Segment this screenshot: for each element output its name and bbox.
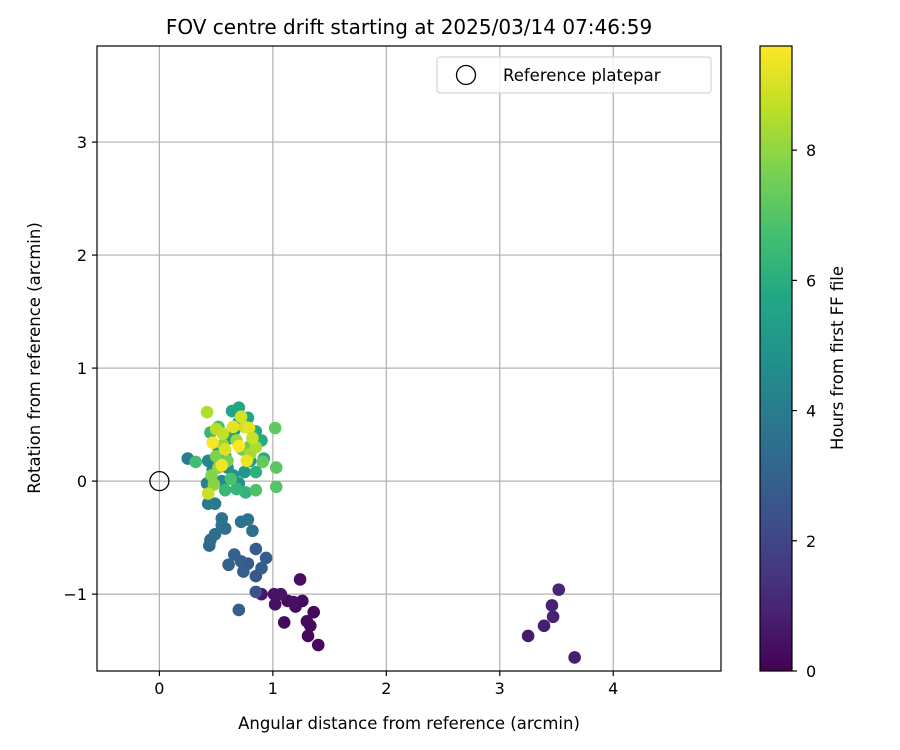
data-point: [307, 605, 320, 619]
x-tick-label: 2: [381, 679, 391, 698]
x-tick-label: 1: [268, 679, 278, 698]
data-point: [189, 455, 203, 469]
data-point: [249, 585, 263, 599]
data-point: [249, 542, 263, 556]
data-point: [269, 480, 283, 494]
data-point: [256, 455, 269, 469]
data-point: [209, 449, 223, 463]
data-point: [274, 587, 288, 601]
grid: [97, 46, 721, 671]
data-point: [249, 483, 263, 497]
data-point: [234, 410, 248, 424]
data-point: [232, 603, 246, 617]
data-point: [242, 421, 256, 435]
y-tick-label: −1: [63, 585, 87, 604]
data-point: [230, 482, 243, 496]
legend-label-reference: Reference platepar: [503, 66, 661, 85]
y-axis-label: Rotation from reference (arcmin): [25, 222, 44, 494]
colorbar-tick-label: 8: [806, 141, 816, 160]
x-axis-label: Angular distance from reference (arcmin): [238, 714, 580, 733]
data-point: [268, 421, 282, 435]
y-tick-label: 0: [77, 472, 87, 491]
reference-marker-layer: [149, 470, 170, 492]
colorbar-ticks: 0 2 4 6 8: [792, 141, 816, 681]
colorbar-tick-label: 0: [806, 662, 816, 681]
data-point: [249, 465, 263, 479]
y-axis-ticks: −1 0 1 2 3: [63, 133, 97, 604]
data-point: [293, 573, 307, 586]
data-point: [222, 558, 235, 572]
data-point: [218, 483, 232, 497]
data-points: [181, 401, 581, 664]
plot-frame: [96, 45, 722, 672]
data-point: [201, 487, 215, 500]
data-point: [269, 461, 283, 474]
data-point: [218, 443, 232, 456]
y-tick-label: 1: [77, 359, 87, 378]
data-point: [545, 599, 559, 612]
data-point: [207, 478, 221, 491]
reference-platepar-marker: [149, 470, 170, 492]
data-point: [208, 527, 222, 541]
y-tick-label: 2: [77, 246, 87, 265]
x-tick-label: 4: [608, 679, 618, 698]
legend-marker-reference: [455, 64, 477, 86]
chart-title: FOV centre drift starting at 2025/03/14 …: [166, 15, 652, 39]
x-tick-label: 3: [495, 679, 505, 698]
data-point: [224, 472, 238, 486]
colorbar-tick-label: 6: [806, 271, 816, 290]
data-point: [537, 619, 551, 633]
data-point: [241, 513, 255, 526]
data-point: [218, 522, 232, 535]
data-point: [238, 465, 251, 479]
colorbar-gradient: [759, 45, 793, 672]
y-tick-label: 3: [77, 133, 87, 152]
data-point: [246, 524, 259, 538]
colorbar: 0 2 4 6 8 Hours from first FF file: [759, 45, 847, 681]
data-point: [208, 497, 222, 511]
data-point: [200, 405, 214, 419]
colorbar-label: Hours from first FF file: [828, 266, 847, 450]
data-point: [568, 651, 581, 664]
data-point: [546, 610, 560, 624]
data-point: [240, 454, 254, 468]
data-point: [521, 629, 535, 643]
legend: Reference platepar: [436, 56, 712, 94]
data-point: [286, 595, 300, 609]
data-point: [206, 436, 220, 449]
data-point: [552, 583, 566, 596]
data-point: [215, 512, 229, 525]
colorbar-tick-label: 4: [806, 402, 816, 421]
data-point: [227, 548, 241, 561]
data-point: [226, 420, 240, 434]
data-point: [255, 561, 268, 575]
data-point: [215, 459, 229, 472]
data-point: [232, 439, 246, 453]
data-point: [277, 616, 291, 629]
data-point: [216, 427, 230, 440]
legend-box: [436, 56, 712, 94]
data-point: [311, 638, 325, 652]
data-point: [268, 598, 282, 611]
data-point: [301, 629, 315, 643]
data-point: [300, 614, 314, 628]
data-point: [246, 431, 259, 445]
colorbar-tick-label: 2: [806, 532, 816, 551]
x-axis-ticks: 0 1 2 3 4: [154, 671, 618, 698]
x-tick-label: 0: [154, 679, 164, 698]
data-point: [259, 551, 273, 565]
